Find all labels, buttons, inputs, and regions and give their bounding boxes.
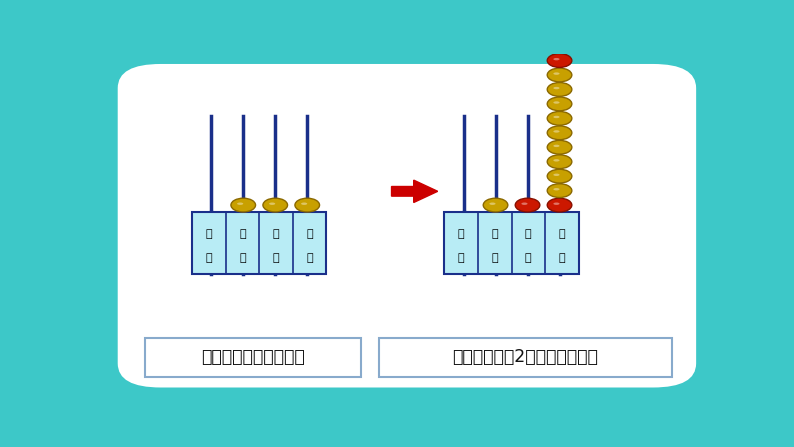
Ellipse shape [547, 54, 572, 67]
Text: 这个数是一百一十一。: 这个数是一百一十一。 [201, 348, 305, 367]
Ellipse shape [237, 202, 243, 205]
FancyBboxPatch shape [192, 212, 326, 274]
Text: 千: 千 [458, 229, 464, 239]
Ellipse shape [553, 87, 560, 89]
Ellipse shape [263, 198, 287, 212]
Ellipse shape [295, 198, 319, 212]
FancyBboxPatch shape [445, 212, 579, 274]
Ellipse shape [547, 68, 572, 82]
Ellipse shape [553, 188, 560, 190]
Text: 百: 百 [239, 229, 246, 239]
Text: 位: 位 [458, 253, 464, 263]
Ellipse shape [553, 159, 560, 161]
Text: 位: 位 [558, 253, 565, 263]
Text: 一百零九添上2是一百一十一。: 一百零九添上2是一百一十一。 [453, 348, 599, 367]
Ellipse shape [547, 169, 572, 183]
FancyBboxPatch shape [380, 337, 672, 377]
Ellipse shape [301, 202, 307, 205]
Ellipse shape [269, 202, 276, 205]
Ellipse shape [553, 202, 560, 205]
Text: 位: 位 [306, 253, 313, 263]
Polygon shape [391, 180, 437, 202]
Ellipse shape [515, 198, 540, 212]
Text: 十: 十 [272, 229, 279, 239]
Text: 个: 个 [558, 229, 565, 239]
Text: 十: 十 [525, 229, 532, 239]
Ellipse shape [547, 198, 572, 212]
FancyBboxPatch shape [118, 64, 696, 388]
Text: 千: 千 [206, 229, 212, 239]
Ellipse shape [553, 58, 560, 60]
Text: 百: 百 [491, 229, 498, 239]
Ellipse shape [522, 202, 527, 205]
Ellipse shape [484, 198, 508, 212]
Ellipse shape [553, 116, 560, 118]
Ellipse shape [553, 145, 560, 147]
Ellipse shape [231, 198, 256, 212]
Ellipse shape [547, 126, 572, 139]
Ellipse shape [553, 101, 560, 104]
Text: 个: 个 [306, 229, 313, 239]
Ellipse shape [547, 97, 572, 111]
Ellipse shape [547, 184, 572, 198]
Ellipse shape [547, 83, 572, 96]
Text: 位: 位 [525, 253, 532, 263]
Ellipse shape [547, 111, 572, 125]
Text: 位: 位 [272, 253, 279, 263]
Ellipse shape [553, 130, 560, 133]
Ellipse shape [553, 173, 560, 176]
Ellipse shape [553, 72, 560, 75]
Ellipse shape [489, 202, 495, 205]
FancyBboxPatch shape [145, 337, 360, 377]
Text: 位: 位 [491, 253, 498, 263]
Ellipse shape [547, 155, 572, 169]
Text: 位: 位 [239, 253, 246, 263]
Text: 位: 位 [206, 253, 212, 263]
Ellipse shape [547, 140, 572, 154]
